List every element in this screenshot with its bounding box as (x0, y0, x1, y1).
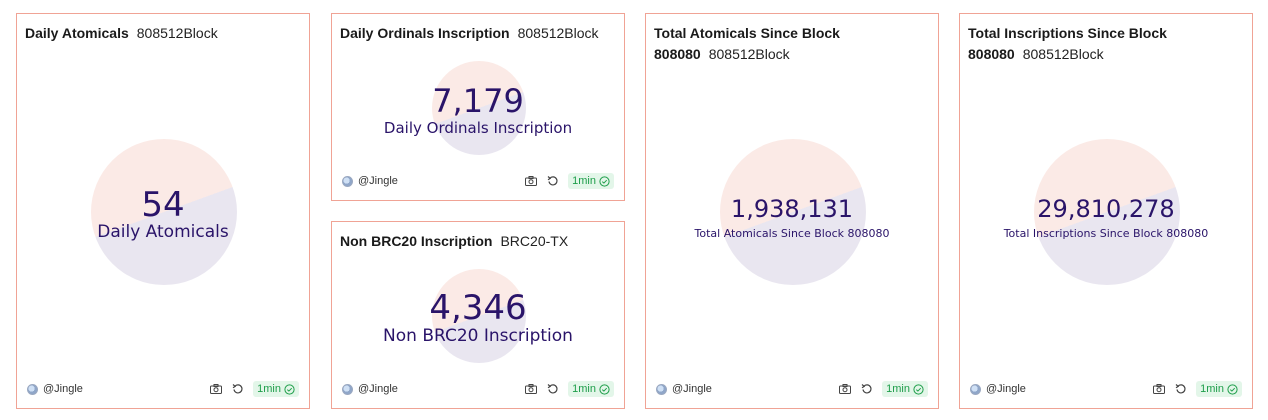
counter-circle (91, 139, 237, 285)
refresh-interval-badge[interactable]: 1min (568, 381, 614, 397)
refresh-interval-badge[interactable]: 1min (568, 173, 614, 189)
avatar (656, 383, 667, 395)
card-footer: @Jingle 1min (27, 380, 299, 398)
camera-icon[interactable] (209, 382, 223, 396)
camera-icon[interactable] (1152, 382, 1166, 396)
refresh-interval-badge[interactable]: 1min (1196, 381, 1242, 397)
author-link[interactable]: @Jingle (342, 380, 398, 398)
check-circle-icon (1227, 383, 1238, 395)
card-title-text: Total Inscriptions Since Block (968, 25, 1167, 41)
camera-icon[interactable] (524, 382, 538, 396)
card-title-text: Non BRC20 Inscription (340, 233, 493, 249)
card-actions: 1min (516, 172, 614, 190)
card-title-text: Daily Atomicals (25, 25, 129, 41)
refresh-icon[interactable] (546, 174, 560, 188)
author-name: @Jingle (358, 175, 398, 187)
card-subtitle: 808512Block (708, 46, 790, 62)
card-footer: @Jingle 1min (342, 172, 614, 190)
refresh-interval: 1min (572, 175, 596, 187)
card-footer: @Jingle 1min (342, 380, 614, 398)
counter-circle (720, 139, 866, 285)
check-circle-icon (913, 383, 924, 395)
camera-icon[interactable] (524, 174, 538, 188)
card-actions: 1min (516, 380, 614, 398)
counter-value: 54 (141, 185, 185, 225)
card-actions: 1min (1144, 380, 1242, 398)
card-footer: @Jingle 1min (656, 380, 928, 398)
card-title-text: Total Atomicals Since Block (654, 25, 840, 41)
counter-value: 29,810,278 (1037, 195, 1175, 223)
counter-label: Total Atomicals Since Block 808080 (694, 227, 890, 240)
refresh-interval-badge[interactable]: 1min (882, 381, 928, 397)
counter-circle (432, 61, 526, 155)
avatar (342, 383, 353, 395)
card-title: Total Inscriptions Since Block 808080 808… (968, 23, 1244, 65)
avatar (27, 383, 38, 395)
refresh-interval-badge[interactable]: 1min (253, 381, 299, 397)
author-link[interactable]: @Jingle (970, 380, 1026, 398)
counter-label: Total Inscriptions Since Block 808080 (1003, 227, 1209, 240)
card-title: Total Atomicals Since Block 808080 808512… (654, 23, 930, 65)
refresh-icon[interactable] (860, 382, 874, 396)
counter-circle (1034, 139, 1180, 285)
camera-icon[interactable] (838, 382, 852, 396)
refresh-icon[interactable] (231, 382, 245, 396)
card-footer: @Jingle 1min (970, 380, 1242, 398)
card-title-text-line2: 808080 (968, 46, 1015, 62)
refresh-interval: 1min (886, 383, 910, 395)
counter-card-daily-ordinals: Daily Ordinals Inscription 808512Block 7,… (331, 13, 625, 201)
card-actions: 1min (201, 380, 299, 398)
card-subtitle: 808512Block (136, 25, 218, 41)
refresh-interval: 1min (257, 383, 281, 395)
counter-value: 4,346 (429, 288, 527, 328)
refresh-interval: 1min (1200, 383, 1224, 395)
check-circle-icon (284, 383, 295, 395)
author-name: @Jingle (672, 383, 712, 395)
author-link[interactable]: @Jingle (656, 380, 712, 398)
author-link[interactable]: @Jingle (27, 380, 83, 398)
card-title-text: Daily Ordinals Inscription (340, 25, 510, 41)
card-title: Daily Ordinals Inscription 808512Block (340, 23, 616, 44)
check-circle-icon (599, 383, 610, 395)
card-title: Non BRC20 Inscription BRC20-TX (340, 231, 616, 252)
counter-card-non-brc20: Non BRC20 Inscription BRC20-TX 4,346 Non … (331, 221, 625, 409)
card-actions: 1min (830, 380, 928, 398)
avatar (342, 175, 353, 187)
card-subtitle: 808512Block (1022, 46, 1104, 62)
refresh-icon[interactable] (1174, 382, 1188, 396)
counter-card-total-inscriptions: Total Inscriptions Since Block 808080 808… (959, 13, 1253, 409)
card-subtitle: BRC20-TX (500, 233, 569, 249)
counter-card-total-atomicals: Total Atomicals Since Block 808080 808512… (645, 13, 939, 409)
author-link[interactable]: @Jingle (342, 172, 398, 190)
avatar (970, 383, 981, 395)
card-title-text-line2: 808080 (654, 46, 701, 62)
counter-card-daily-atomicals: Daily Atomicals 808512Block 54 Daily Atom… (16, 13, 310, 409)
counter-circle (432, 269, 526, 363)
card-title: Daily Atomicals 808512Block (25, 23, 301, 44)
author-name: @Jingle (358, 383, 398, 395)
author-name: @Jingle (986, 383, 1026, 395)
counter-label: Non BRC20 Inscription (383, 326, 573, 346)
counter-label: Daily Ordinals Inscription (383, 119, 573, 137)
refresh-interval: 1min (572, 383, 596, 395)
refresh-icon[interactable] (546, 382, 560, 396)
check-circle-icon (599, 175, 610, 187)
author-name: @Jingle (43, 383, 83, 395)
counter-value: 7,179 (432, 82, 524, 120)
counter-label: Daily Atomicals (97, 222, 229, 242)
card-subtitle: 808512Block (517, 25, 599, 41)
counter-value: 1,938,131 (730, 195, 854, 223)
